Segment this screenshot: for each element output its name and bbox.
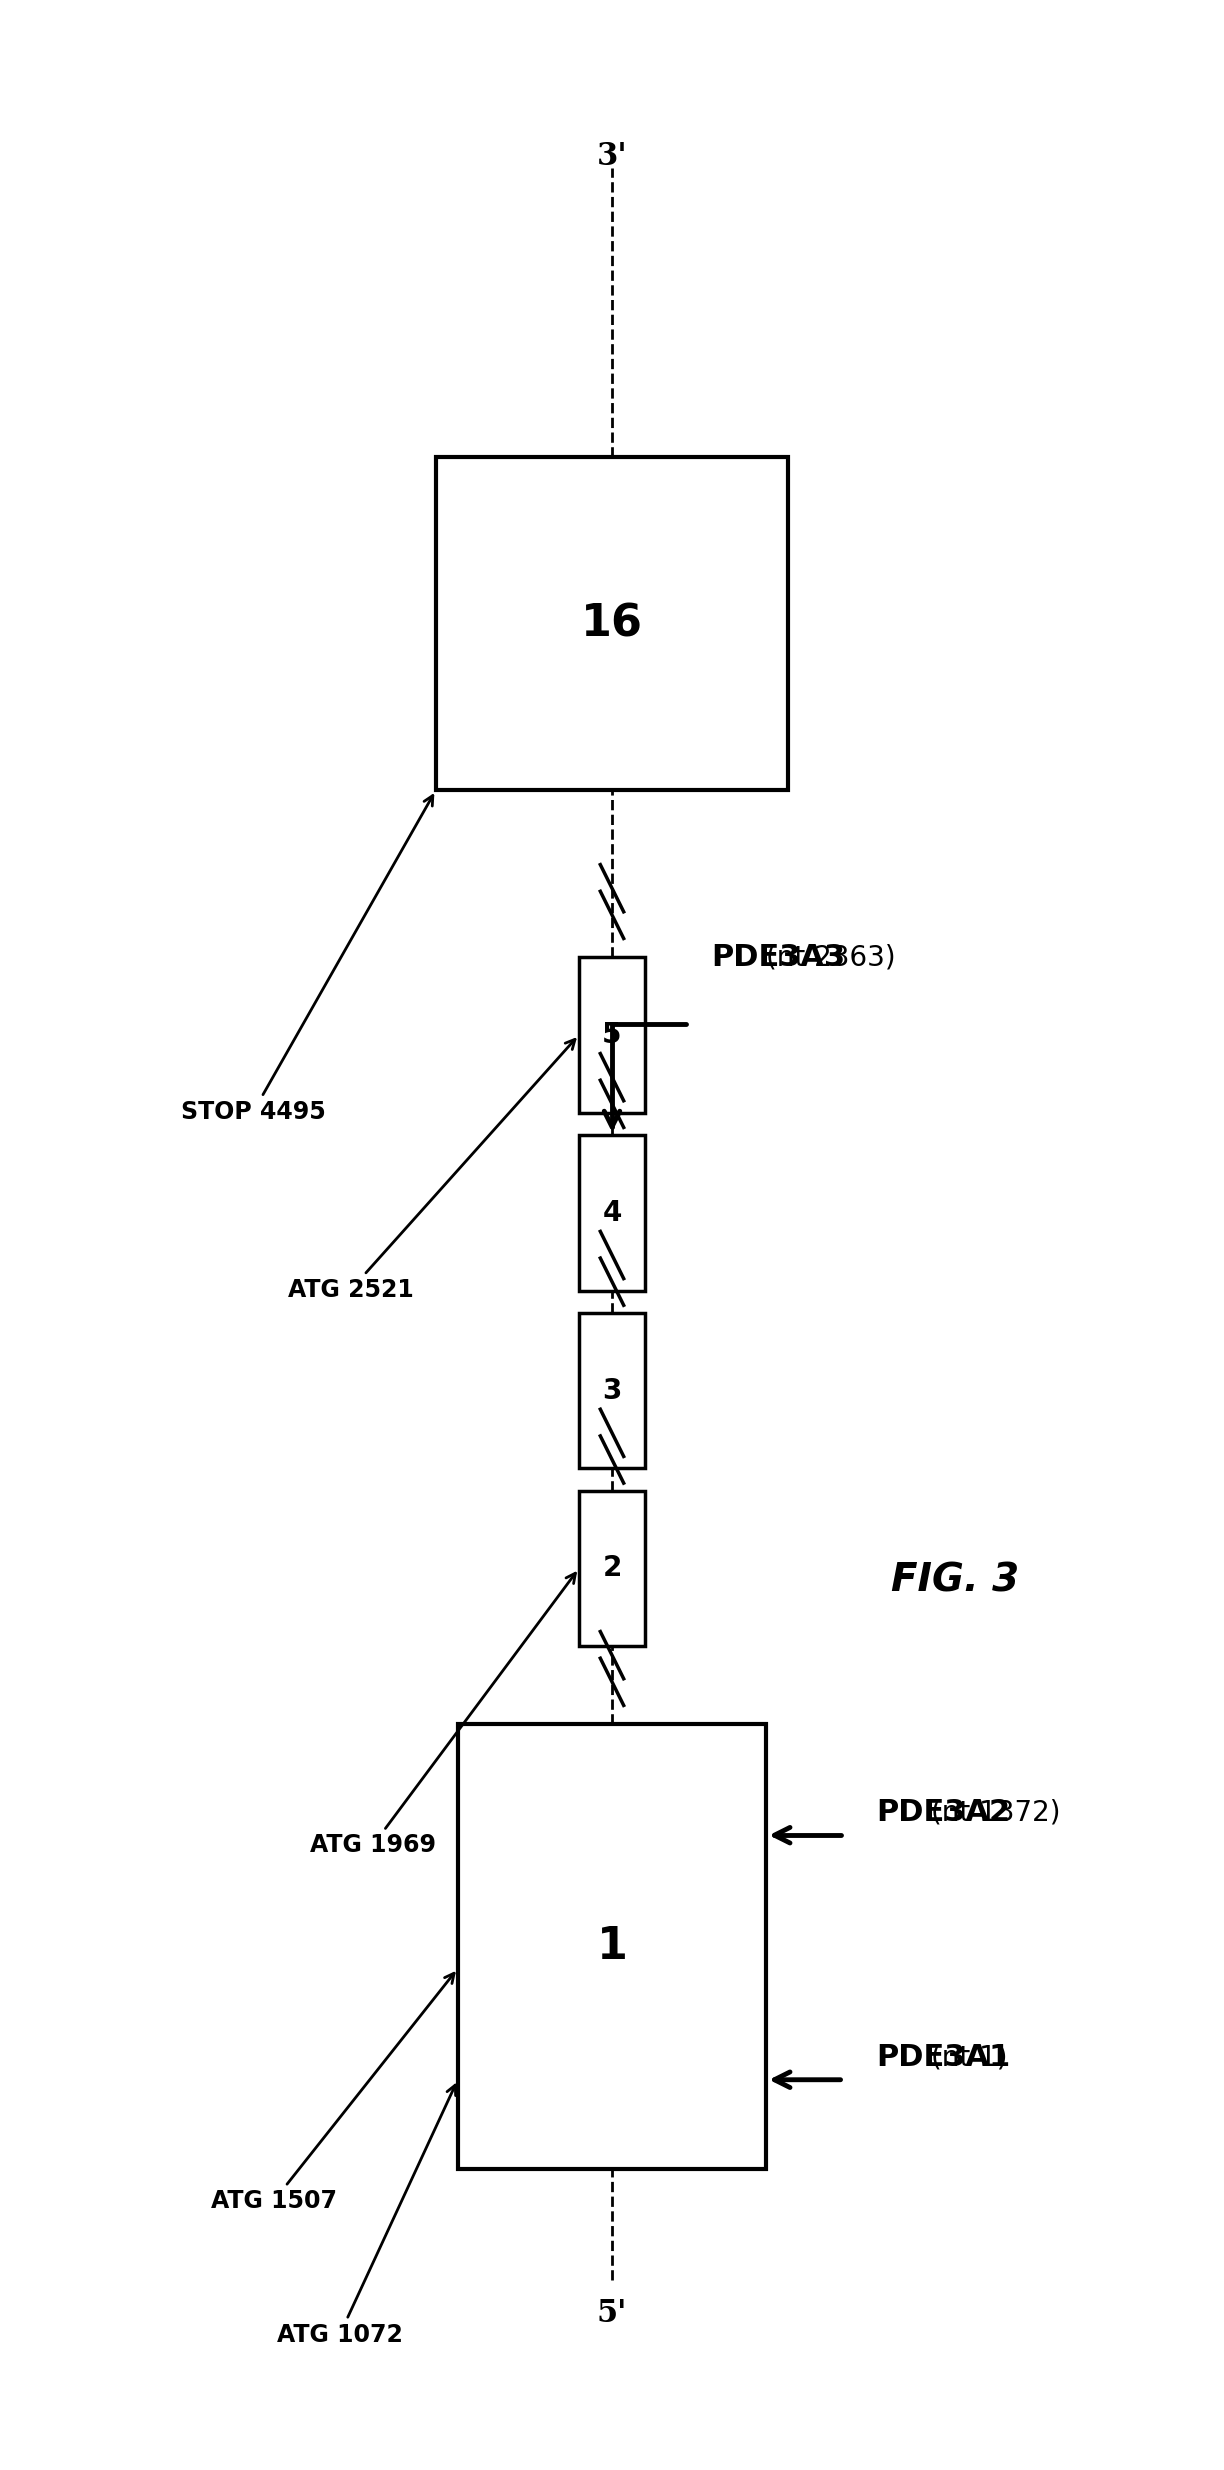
Text: ATG 2521: ATG 2521 xyxy=(288,1040,575,1302)
Text: (nt 1372): (nt 1372) xyxy=(931,1798,1061,1828)
Text: PDE3A3: PDE3A3 xyxy=(711,944,846,971)
Text: ATG 1507: ATG 1507 xyxy=(211,1974,454,2213)
Text: 4: 4 xyxy=(602,1198,622,1228)
Text: PDE3A2: PDE3A2 xyxy=(876,1798,1011,1828)
Text: ATG 1969: ATG 1969 xyxy=(310,1573,575,1857)
Text: 3: 3 xyxy=(602,1376,622,1405)
Text: 16: 16 xyxy=(581,603,643,645)
Text: 2: 2 xyxy=(602,1554,622,1583)
Bar xyxy=(436,457,788,790)
Text: (nt 2363): (nt 2363) xyxy=(766,944,896,971)
Text: FIG. 3: FIG. 3 xyxy=(891,1561,1018,1601)
Bar xyxy=(579,1314,645,1467)
Text: PDE3A1: PDE3A1 xyxy=(876,2043,1011,2072)
Text: 3': 3' xyxy=(596,141,628,173)
Text: STOP 4495: STOP 4495 xyxy=(181,795,433,1124)
Text: (nt 1): (nt 1) xyxy=(931,2043,1009,2072)
Bar xyxy=(579,1136,645,1289)
Text: 5': 5' xyxy=(597,2297,627,2329)
Text: ATG 1072: ATG 1072 xyxy=(277,2085,455,2346)
Text: 1: 1 xyxy=(596,1924,628,1969)
Bar xyxy=(579,956,645,1112)
Bar xyxy=(458,1724,766,2169)
Text: 5: 5 xyxy=(602,1020,622,1050)
Bar xyxy=(579,1492,645,1645)
